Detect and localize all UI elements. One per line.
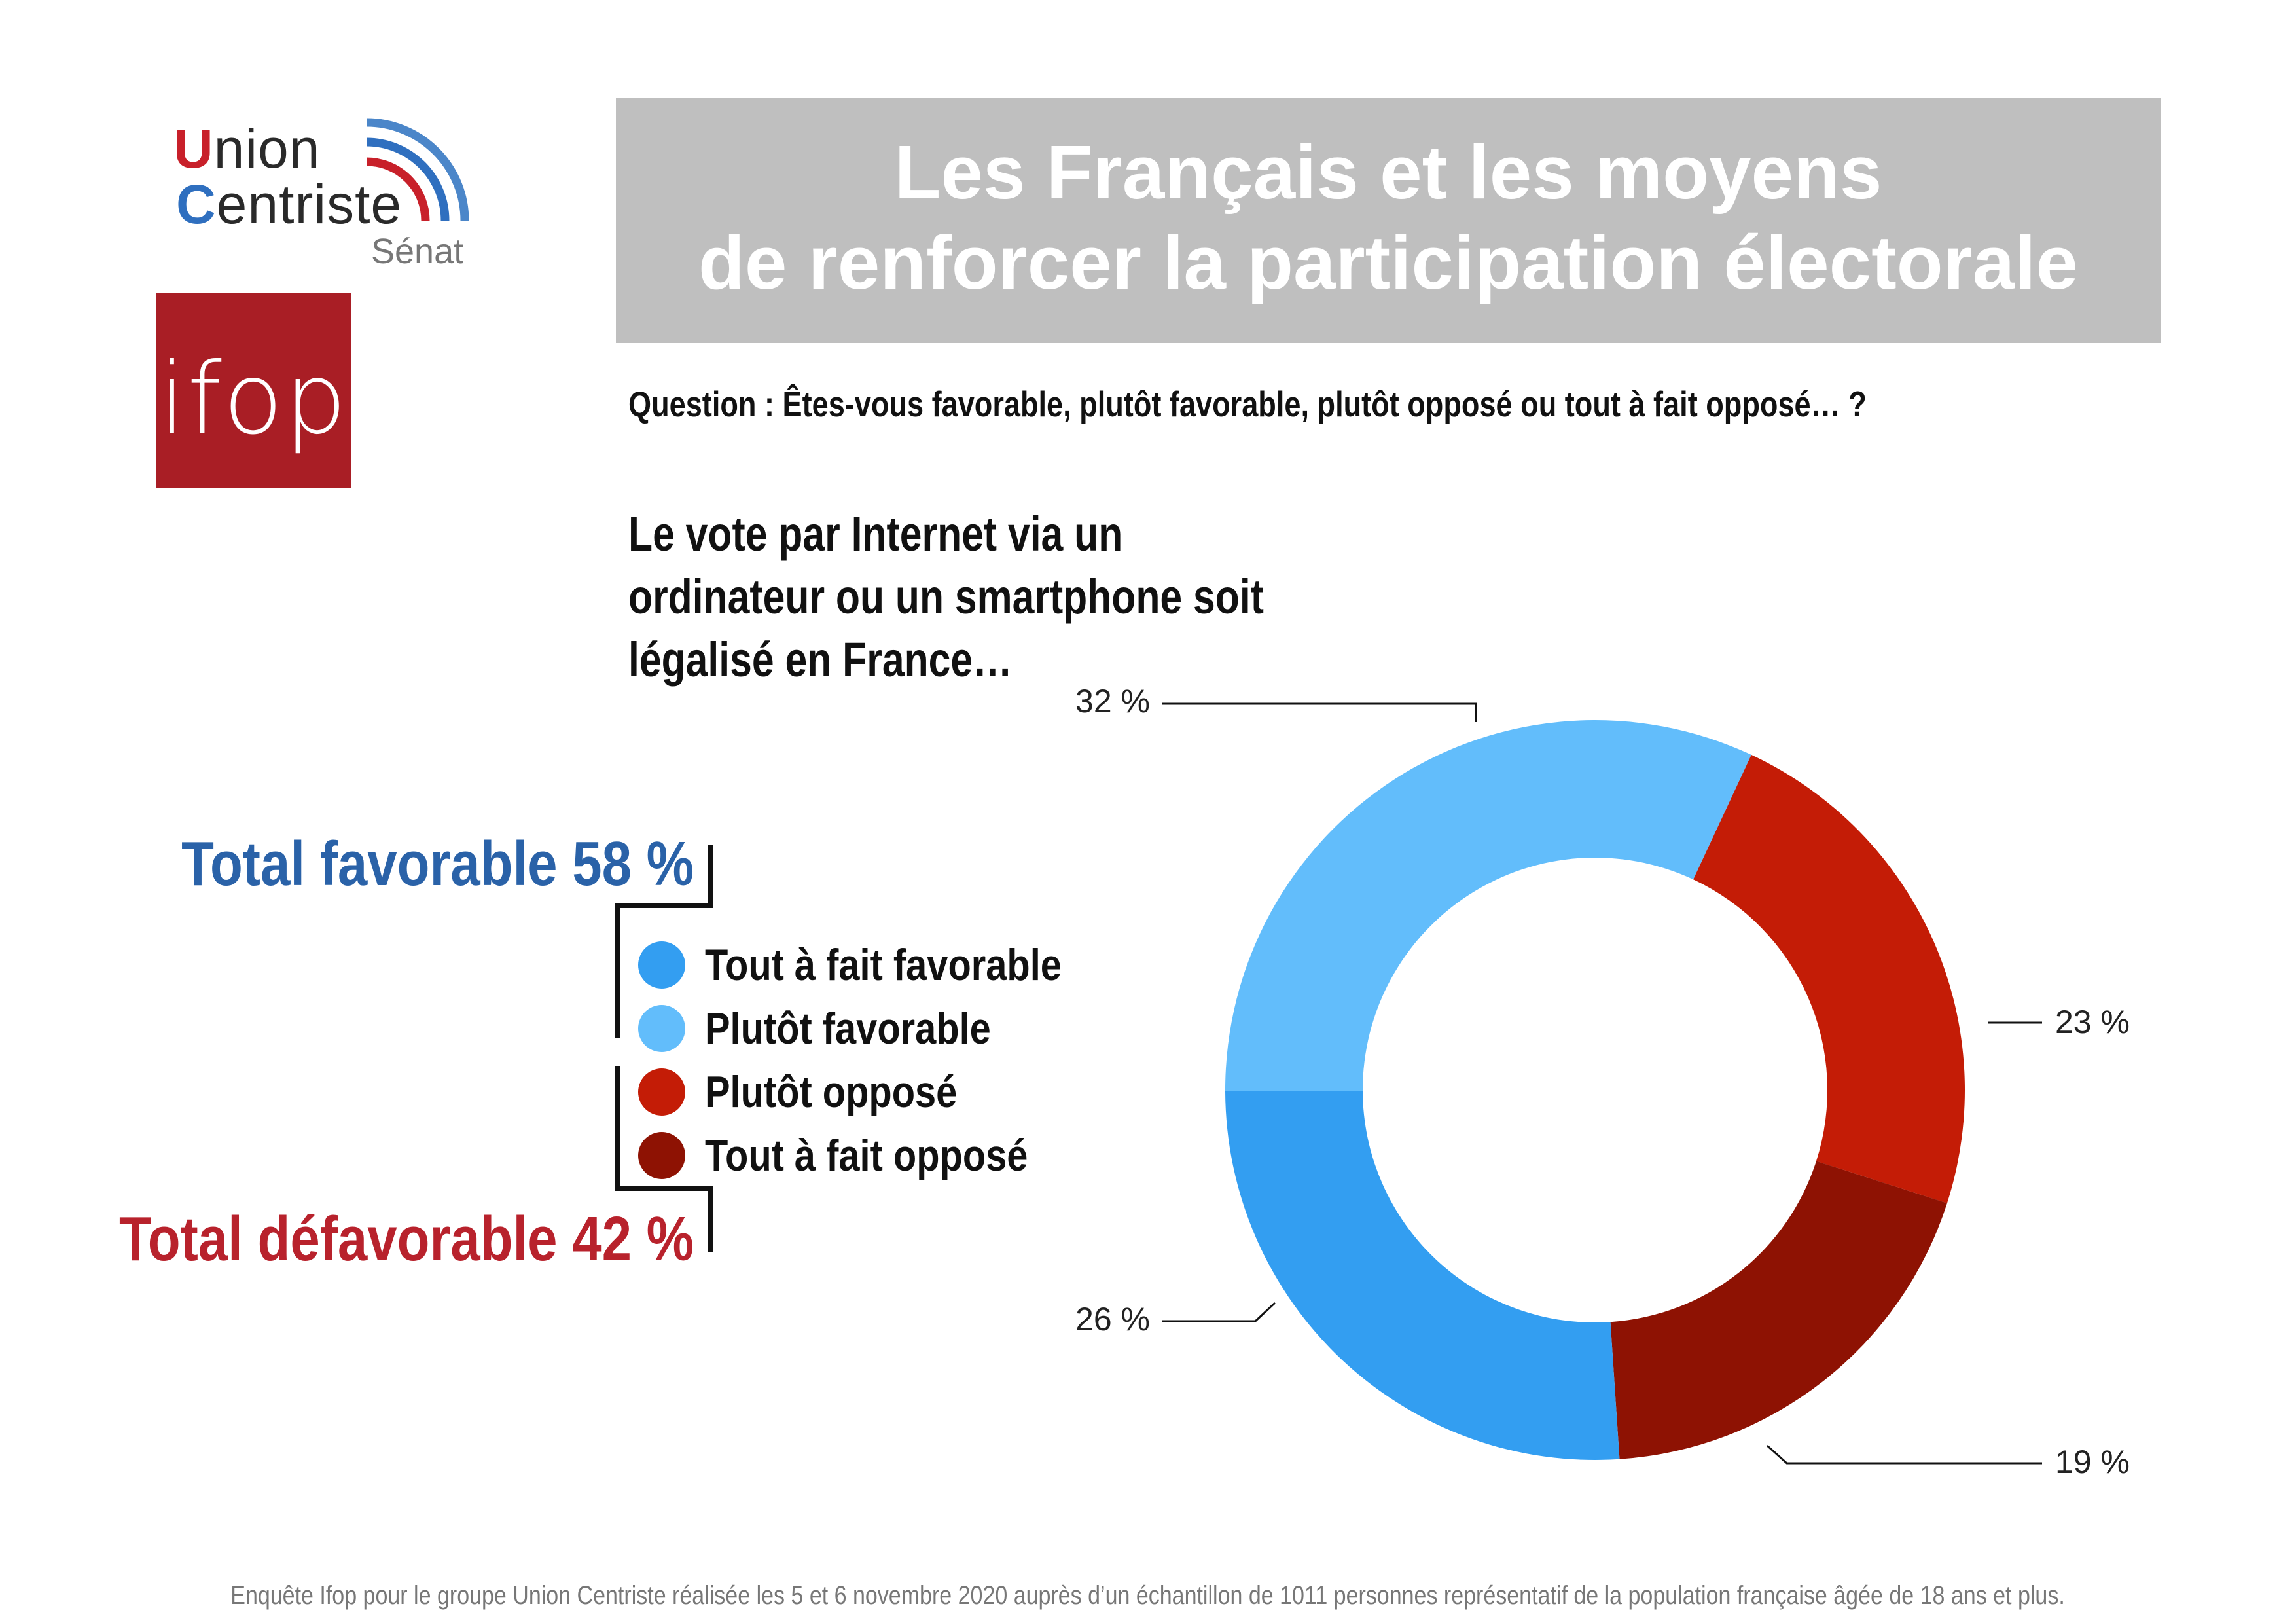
chart-legend: Tout à fait favorable Plutôt favorable P… xyxy=(638,933,1124,1187)
footnote-text: Enquête Ifop pour le groupe Union Centri… xyxy=(230,1581,2066,1610)
logo-word-union: Union xyxy=(173,118,321,179)
logo-centriste-rest: entriste xyxy=(216,173,403,235)
donut-slice-tout-fait-favorable xyxy=(1225,1091,1620,1460)
legend-swatch xyxy=(638,941,685,989)
slice-label-plutot-favorable: 32 % xyxy=(1075,683,1150,720)
legend-label: Tout à fait opposé xyxy=(705,1130,1028,1180)
logo-union-rest: nion xyxy=(213,118,321,179)
legend-swatch xyxy=(638,1131,685,1179)
legend-label: Plutôt favorable xyxy=(705,1003,991,1053)
bracket-def-horizontal xyxy=(615,1186,713,1191)
leader-lines xyxy=(1162,702,2042,1465)
donut-slice-plut-t-favorable xyxy=(1225,720,1751,1091)
bracket-def-right xyxy=(708,1186,713,1252)
union-centriste-logo: Union Centriste Sénat xyxy=(173,115,481,272)
donut-slice-plut-t-oppos- xyxy=(1693,754,1965,1203)
legend-item-tout-a-fait-favorable: Tout à fait favorable xyxy=(638,933,1124,996)
legend-item-plutot-oppose: Plutôt opposé xyxy=(638,1060,1124,1123)
total-favorable: Total favorable 58 % xyxy=(181,829,694,899)
bracket-def-left xyxy=(615,1066,620,1190)
leader-line-32 xyxy=(1162,702,1477,722)
footnote: Enquête Ifop pour le groupe Union Centri… xyxy=(0,1581,2296,1611)
legend-item-tout-a-fait-oppose: Tout à fait opposé xyxy=(638,1123,1124,1187)
leader-line-26 xyxy=(1162,1302,1276,1322)
legend-swatch xyxy=(638,1068,685,1116)
survey-subject-text: Le vote par Internet via un ordinateur o… xyxy=(628,507,1264,687)
survey-subject: Le vote par Internet via un ordinateur o… xyxy=(628,503,2238,691)
donut-slice-tout-fait-oppos- xyxy=(1610,1161,1947,1459)
logo-word-senat: Sénat xyxy=(371,232,464,271)
total-defavorable: Total défavorable 42 % xyxy=(118,1204,694,1274)
donut-slices xyxy=(1225,720,1965,1460)
legend-label: Tout à fait favorable xyxy=(705,939,1062,990)
leader-line-19 xyxy=(1766,1444,2042,1465)
page-title-line-2: de renforcer la participation électorale xyxy=(698,220,2079,305)
bracket-fav-right xyxy=(708,845,713,907)
slice-label-tout-a-fait-favorable: 26 % xyxy=(1075,1301,1150,1338)
legend-swatch xyxy=(638,1004,685,1052)
bracket-fav-left xyxy=(615,903,620,1038)
page-title-line-1: Les Français et les moyens xyxy=(894,130,1882,215)
logo-arcs-icon xyxy=(366,118,469,221)
slice-label-tout-a-fait-oppose: 19 % xyxy=(2055,1444,2130,1480)
ifop-logo-text: ifop xyxy=(158,342,348,456)
slice-label-plutot-oppose: 23 % xyxy=(2055,1004,2130,1040)
logo-word-centriste: Centriste xyxy=(176,173,403,235)
legend-label: Plutôt opposé xyxy=(705,1067,958,1117)
ifop-logo: ifop xyxy=(156,293,351,488)
survey-question: Question : Êtes-vous favorable, plutôt f… xyxy=(628,384,1867,424)
bracket-fav-horizontal xyxy=(615,903,713,908)
legend-item-plutot-favorable: Plutôt favorable xyxy=(638,996,1124,1060)
title-banner: Les Français et les moyens de renforcer … xyxy=(616,98,2161,343)
